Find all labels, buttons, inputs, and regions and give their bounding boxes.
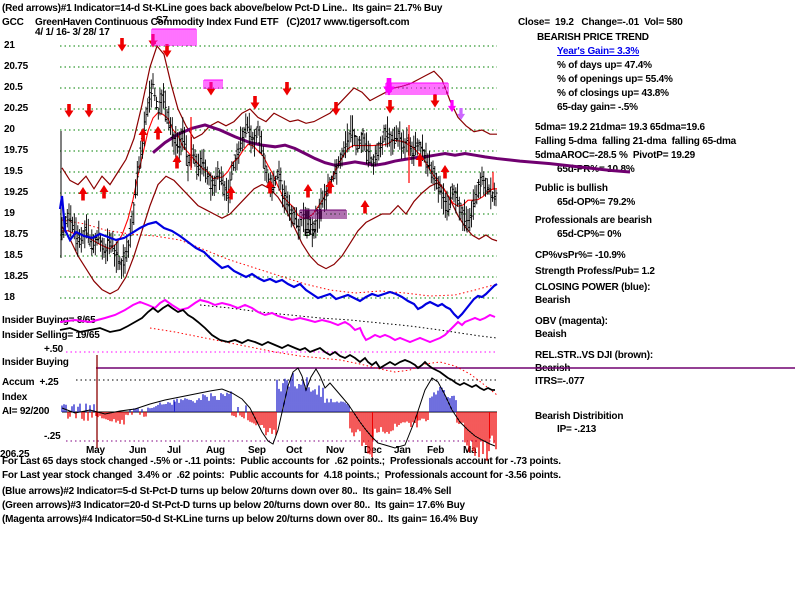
left-label-0: Insider Buying= 8/65: [2, 315, 96, 326]
stat-item-7: Falling 5-dma falling 21-dma falling 65-…: [535, 136, 737, 147]
left-label-6: AI= 92/200: [2, 406, 50, 417]
stat-item-14: CP%vsPr%= -10.9%: [535, 250, 626, 261]
month-label-Oct: Oct: [286, 445, 303, 456]
stat-item-19: Beaish: [535, 329, 567, 340]
price-tick-18.75: 18.75: [4, 229, 29, 240]
price-tick-19.5: 19.5: [4, 166, 23, 177]
stat-item-1: Year's Gain= 3.3%: [557, 46, 640, 57]
left-label-1: Insider Selling= 19/65: [2, 330, 100, 341]
month-label-May: May: [86, 445, 105, 456]
stat-item-13: 65d-CP%= 0%: [557, 229, 622, 240]
month-label-Jun: Jun: [129, 445, 147, 456]
stat-item-11: 65d-OP%= 79.2%: [557, 197, 636, 208]
month-label-Dec: Dec: [364, 445, 382, 456]
price-tick-20: 20: [4, 124, 15, 135]
stat-item-5: 65-day gain= -.5%: [557, 102, 638, 113]
fund-title: GreenHaven Continuous Commodity Index Fu…: [35, 17, 410, 28]
left-label-8: 206.25: [0, 449, 30, 460]
left-label-2: +.50: [44, 344, 63, 355]
month-label-Jul: Jul: [167, 445, 181, 456]
month-label-Feb: Feb: [427, 445, 445, 456]
stat-item-21: Bearish: [535, 363, 571, 374]
price-tick-19.75: 19.75: [4, 145, 29, 156]
stat-item-3: % of openings up= 55.4%: [557, 74, 673, 85]
price-tick-20.25: 20.25: [4, 103, 29, 114]
stat-item-12: Professionals are bearish: [535, 215, 652, 226]
price-tick-18.25: 18.25: [4, 271, 29, 282]
stat-item-16: CLOSING POWER (blue):: [535, 282, 651, 293]
stat-item-18: OBV (magenta):: [535, 316, 608, 327]
summary-line-4: (Green arrows)#3 Indicator=20-d St-Pct-D…: [2, 500, 465, 511]
signal-label-B7: B7: [304, 228, 317, 239]
month-label-Ma: Ma: [463, 445, 477, 456]
date-range: 4/ 1/ 16- 3/ 28/ 17: [35, 27, 110, 38]
indicator1-headline: (Red arrows)#1 Indicator=14-d St-KLine g…: [2, 3, 443, 14]
left-label-7: -.25: [44, 431, 61, 442]
month-label-Jan: Jan: [394, 445, 411, 456]
stat-item-0: BEARISH PRICE TREND: [537, 32, 649, 43]
price-tick-18: 18: [4, 292, 15, 303]
stat-item-10: Public is bullish: [535, 183, 608, 194]
stat-item-2: % of days up= 47.4%: [557, 60, 652, 71]
stat-item-22: ITRS=-.077: [535, 376, 585, 387]
stat-item-17: Bearish: [535, 295, 571, 306]
left-label-3: Insider Buying: [2, 357, 69, 368]
stat-item-23: Bearish Distribition: [535, 411, 624, 422]
price-tick-20.75: 20.75: [4, 61, 29, 72]
month-label-Nov: Nov: [326, 445, 345, 456]
price-tick-18.5: 18.5: [4, 250, 23, 261]
summary-line-1: For Last 65 days stock changed -.5% or -…: [2, 456, 561, 467]
summary-line-3: (Blue arrows)#2 Indicator=5-d St-Pct-D t…: [2, 486, 452, 497]
stat-item-8: 5dmaAROC=-28.5 % PivotP= 19.29: [535, 150, 695, 161]
stat-item-15: Strength Profess/Pub= 1.2: [535, 266, 655, 277]
month-label-Sep: Sep: [248, 445, 266, 456]
month-label-Aug: Aug: [206, 445, 225, 456]
stat-item-9: 65d-PR%= 10.8%: [557, 164, 635, 175]
price-tick-19: 19: [4, 208, 15, 219]
signal-label-S7: S7: [156, 15, 168, 26]
price-tick-21: 21: [4, 40, 15, 51]
stat-item-4: % of closings up= 43.8%: [557, 88, 669, 99]
left-label-5: Index: [2, 392, 28, 403]
stat-item-24: IP= -.213: [557, 424, 597, 435]
price-tick-20.5: 20.5: [4, 82, 23, 93]
stat-item-20: REL.STR..VS DJI (brown):: [535, 350, 653, 361]
stat-item-6: 5dma= 19.2 21dma= 19.3 65dma=19.6: [535, 122, 705, 133]
summary-line-2: For Last year stock changed 3.4% or .62 …: [2, 470, 561, 481]
price-tick-19.25: 19.25: [4, 187, 29, 198]
ticker-symbol: GCC: [2, 17, 24, 28]
quote-close-info: Close= 19.2 Change=-.01 Vol= 580: [518, 17, 683, 28]
left-label-4: Accum +.25: [2, 377, 59, 388]
summary-line-5: (Magenta arrows)#4 Indicator=50-d St-KLi…: [2, 514, 478, 525]
